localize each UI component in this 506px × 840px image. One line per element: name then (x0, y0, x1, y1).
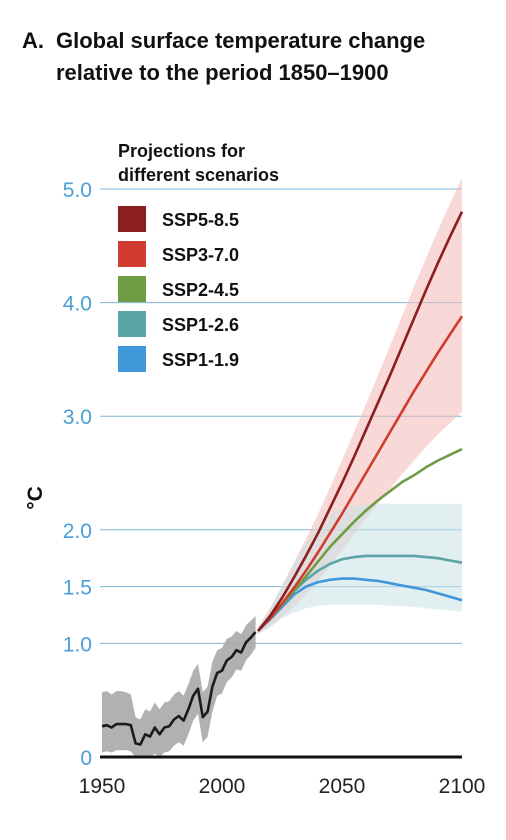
title-line-2: relative to the period 1850–1900 (56, 60, 389, 85)
grid-lines (100, 188, 462, 644)
series-line-ssp3-7-0 (257, 315, 464, 632)
series-line-ssp5-8-5 (256, 211, 464, 632)
panel-letter: A. (22, 28, 44, 53)
legend-label-ssp3-7-0: SSP3-7.0 (162, 245, 239, 265)
legend-label-ssp2-4-5: SSP2-4.5 (162, 280, 239, 300)
band-ssp1-2-6-range (258, 503, 462, 635)
y-tick-5.0: 5.0 (63, 179, 92, 202)
legend-swatch-ssp2-4-5 (118, 276, 146, 302)
y-tick-0: 0 (80, 747, 92, 770)
legend-swatch-ssp5-8-5 (118, 206, 146, 232)
historical-line (101, 631, 257, 746)
x-tick-labels: 1950 2000 2050 2100 (79, 775, 486, 798)
legend-label-ssp5-8-5: SSP5-8.5 (162, 210, 239, 230)
y-tick-2.0: 2.0 (63, 520, 92, 543)
legend-label-ssp1-1-9: SSP1-1.9 (162, 350, 239, 370)
legend-swatch-ssp1-2-6 (118, 311, 146, 337)
y-tick-4.0: 4.0 (63, 293, 92, 316)
uncertainty-bands (102, 177, 462, 757)
title-line-1: Global surface temperature change (56, 28, 426, 53)
legend-swatch-ssp3-7-0 (118, 241, 146, 267)
x-tick-2100: 2100 (439, 775, 486, 798)
y-tick-3.0: 3.0 (63, 406, 92, 429)
series-line-ssp1-1-9 (257, 577, 463, 632)
y-axis-label: °C (24, 486, 47, 510)
legend-swatch-ssp1-1-9 (118, 346, 146, 372)
historical-band (102, 616, 256, 757)
y-tick-1.5: 1.5 (63, 577, 92, 600)
x-tick-1950: 1950 (79, 775, 126, 798)
x-tick-2050: 2050 (319, 775, 366, 798)
series-line-ssp2-4-5 (257, 447, 463, 632)
series-lines (101, 211, 464, 746)
y-tick-1.0: 1.0 (63, 633, 92, 656)
legend-title-line-1: Projections for (118, 141, 245, 161)
legend-title-line-2: different scenarios (118, 165, 279, 185)
x-tick-2000: 2000 (199, 775, 246, 798)
legend-label-ssp1-2-6: SSP1-2.6 (162, 315, 239, 335)
band-ssp3-7-0-range (258, 177, 462, 635)
y-tick-labels: 0 1.0 1.5 2.0 3.0 4.0 5.0 (63, 179, 92, 770)
legend: Projections for different scenarios SSP5… (118, 141, 279, 372)
